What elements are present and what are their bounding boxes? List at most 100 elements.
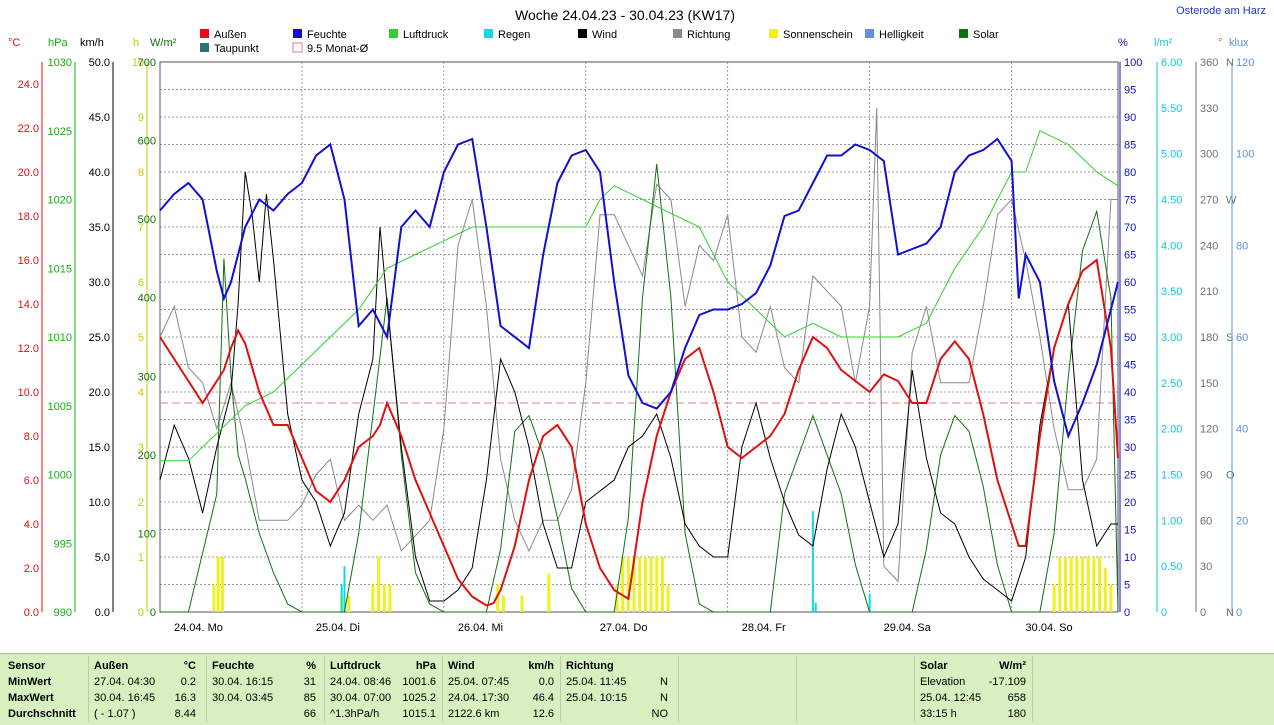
axis-tick-rain: 5.00: [1161, 149, 1182, 161]
sunshine-bar: [496, 584, 500, 612]
axis-tick-wind: 50.0: [89, 57, 110, 69]
axis-tick-dir: 0: [1200, 607, 1206, 619]
luftdruck-value: 1001.6: [402, 676, 436, 688]
aussen-value: 0.2: [180, 676, 196, 688]
sunshine-bar: [649, 557, 653, 612]
axis-dir-label: N: [1226, 607, 1234, 619]
axis-tick-press: 1020: [48, 195, 72, 207]
luftdruck-date: 24.04. 08:46: [330, 676, 392, 688]
stats-luftdruck: Luftdruck hPa 24.04. 08:46 1001.6 30.04. 07:…: [324, 656, 443, 722]
axis-tick-hum: 100: [1124, 57, 1142, 69]
stats-richtung: Richtung 25.04. 11:45 N 25.04. 10:15 N NO: [560, 656, 679, 722]
axis-tick-sun: 9: [138, 112, 144, 124]
axis-unit-press: hPa: [48, 37, 68, 49]
sunshine-bar: [382, 584, 386, 612]
stats-empty2: [796, 656, 915, 722]
axis-tick-lux: 40: [1236, 424, 1248, 436]
axis-tick-rain: 0.50: [1161, 561, 1182, 573]
axis-tick-sun: 7: [138, 222, 144, 234]
axis-tick-lux: 0: [1236, 607, 1242, 619]
sunshine-bar: [1098, 557, 1102, 612]
axis-tick-temp: 16.0: [18, 255, 39, 267]
sunshine-bar: [655, 557, 659, 612]
chart-legend: Außen Feuchte Luftdruck Regen Wind Richtung So…: [200, 29, 999, 55]
axis-tick-temp: 6.0: [24, 475, 39, 487]
axis-tick-dir: 180: [1200, 332, 1218, 344]
solar-unit: W/m²: [999, 660, 1026, 672]
axis-tick-hum: 45: [1124, 360, 1136, 372]
axis-tick-lux: 60: [1236, 332, 1248, 344]
axis-tick-dir: 60: [1200, 515, 1212, 527]
stats-empty1: [678, 656, 797, 722]
axis-tick-press: 1030: [48, 57, 72, 69]
luftdruck-header: Luftdruck: [330, 660, 381, 672]
stats-wind: Wind km/h 25.04. 07:45 0.0 24.04. 17:30 46.4 2…: [442, 656, 561, 722]
axis-tick-temp: 4.0: [24, 519, 39, 531]
solar-value: 180: [1007, 708, 1026, 720]
sunshine-bar: [1081, 557, 1085, 612]
axis-tick-wind: 35.0: [89, 222, 110, 234]
axis-tick-dir: 330: [1200, 103, 1218, 115]
solar-date: 33:15 h: [920, 708, 957, 720]
legend-swatch-helligkeit: [865, 29, 874, 38]
sunshine-bar: [520, 595, 524, 612]
axis-tick-sun: 4: [138, 387, 144, 399]
series-line-feuchte: [159, 137, 1119, 440]
axis-tick-hum: 30: [1124, 442, 1136, 454]
axis-tick-sun: 2: [138, 497, 144, 509]
axis-unit-dir: °: [1218, 37, 1222, 49]
stats-sensor: Sensor MinWert MaxWert Durchschnitt: [0, 656, 89, 722]
axis-tick-rain: 4.00: [1161, 240, 1182, 252]
axis-dir-label: S: [1226, 332, 1233, 344]
axis-tick-sun: 6: [138, 277, 144, 289]
axis-tick-press: 990: [54, 607, 72, 619]
axis-tick-hum: 50: [1124, 332, 1136, 344]
luftdruck-value: 1025.2: [402, 692, 436, 704]
sunshine-bar: [1052, 584, 1056, 612]
axis-tick-wind: 5.0: [95, 552, 110, 564]
station-name[interactable]: Osterode am Harz: [1176, 5, 1266, 17]
legend-swatch-feuchte: [293, 29, 302, 38]
sunshine-bar: [632, 557, 636, 612]
legend-swatch-month-avg: [292, 42, 303, 53]
stats-solar: Solar W/m² Elevation -17.109 25.04. 12:45 658…: [914, 656, 1033, 722]
sunshine-bar: [638, 557, 642, 612]
axis-tick-hum: 35: [1124, 415, 1136, 427]
feuchte-value: 31: [303, 676, 316, 688]
axis-tick-hum: 70: [1124, 222, 1136, 234]
legend-swatch-luftdruck: [389, 29, 398, 38]
axis-tick-wind: 15.0: [89, 442, 110, 454]
wind-date: 2122.6 km: [448, 708, 500, 720]
rain-bar: [811, 511, 814, 612]
axis-tick-temp: 14.0: [18, 299, 39, 311]
axis-tick-hum: 40: [1124, 387, 1136, 399]
sunshine-bar: [216, 557, 220, 612]
rain-bar: [814, 602, 817, 612]
sunshine-bar: [660, 557, 664, 612]
axis-tick-hum: 0: [1124, 607, 1130, 619]
axis-tick-hum: 85: [1124, 140, 1136, 152]
feuchte-date: 30.04. 16:15: [212, 676, 274, 688]
axis-tick-lux: 100: [1236, 149, 1254, 161]
axis-tick-hum: 90: [1124, 112, 1136, 124]
axis-tick-press: 1015: [48, 263, 72, 275]
axis-tick-press: 1005: [48, 401, 72, 413]
rain-bar: [340, 584, 343, 612]
sensor-header: Sensor: [8, 660, 46, 672]
axis-tick-temp: 8.0: [24, 431, 39, 443]
sunshine-bar: [547, 573, 551, 612]
sunshine-bar: [377, 557, 381, 612]
solar-date: Elevation: [920, 676, 966, 688]
aussen-unit: °C: [183, 660, 196, 672]
wind-header: Wind: [448, 660, 475, 672]
axis-tick-hum: 75: [1124, 195, 1136, 207]
axis-tick-press: 1025: [48, 126, 72, 138]
axis-tick-hum: 65: [1124, 250, 1136, 262]
stats-feuchte: Feuchte% 30.04. 16:15 31 30.04. 03:45 85 66: [206, 656, 325, 722]
day-label: 27.04. Do: [600, 622, 648, 634]
legend-swatch-richtung: [673, 29, 682, 38]
axis-tick-wind: 30.0: [89, 277, 110, 289]
axis-tick-sun: 8: [138, 167, 144, 179]
legend-swatch-außen: [200, 29, 209, 38]
aussen-value: 8.44: [174, 708, 196, 720]
